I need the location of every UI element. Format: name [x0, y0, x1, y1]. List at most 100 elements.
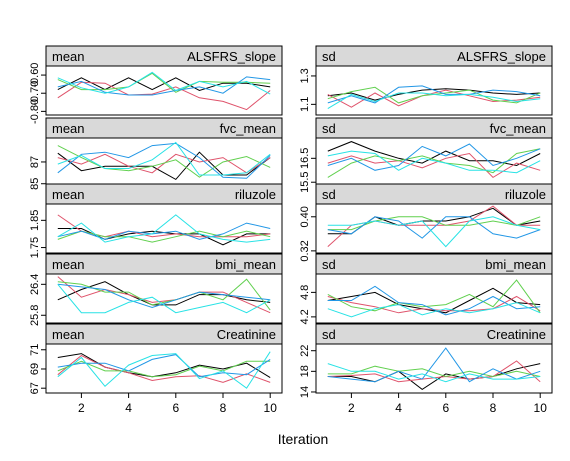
panel-stat-label: mean [52, 49, 85, 64]
series-line-4 [327, 285, 541, 316]
series-line-4 [57, 76, 271, 96]
series-line-3 [57, 360, 271, 378]
y-tick-label: 69 [29, 363, 41, 375]
panel-frame [315, 137, 553, 188]
series-line-2 [57, 81, 271, 111]
series-line-4 [327, 143, 541, 171]
panel-stat-label: sd [322, 257, 336, 272]
series-line-4 [327, 347, 541, 383]
series-line-4 [57, 142, 271, 179]
series-line-3 [327, 148, 541, 178]
x-tick-label: 8 [490, 401, 497, 415]
x-tick-label: 2 [348, 401, 355, 415]
y-tick-label: -0.80 [29, 99, 41, 124]
x-tick-label: 6 [442, 401, 449, 415]
x-tick-label: 10 [534, 401, 548, 415]
panel-variable-label: ALSFRS_slope [187, 49, 276, 64]
panel-frame [45, 137, 283, 188]
series-line-4 [57, 222, 271, 240]
panel-frame [315, 203, 553, 254]
panel-variable-label: bmi_mean [485, 257, 546, 272]
panel-frame [315, 343, 553, 394]
y-tick-label: 22 [299, 345, 311, 357]
series-line-4 [327, 85, 541, 104]
y-tick-label: 15.5 [299, 171, 311, 192]
series-line-2 [327, 89, 541, 108]
panel-frame [315, 273, 553, 324]
y-tick-label: 25.8 [29, 305, 41, 326]
panel-fvc_mean-sd: sd fvc_mean 15.5 16.5 [299, 117, 553, 193]
y-tick-label: 71 [29, 344, 41, 356]
x-tick-label: 4 [125, 401, 132, 415]
panel-variable-label: riluzole [505, 187, 546, 202]
panel-frame [315, 65, 553, 116]
series-line-1 [327, 363, 541, 391]
series-line-5 [57, 141, 271, 176]
series-line-4 [327, 216, 541, 239]
y-tick-label: 67 [29, 382, 41, 394]
panel-bmi_mean-sd: sd bmi_mean 4.2 4.8 [299, 253, 553, 325]
panel-Creatinine-mean: mean Creatinine 67 69 71 2 4 6 8 10 [29, 323, 283, 415]
y-tick-label: 87 [29, 156, 41, 168]
series-line-5 [327, 92, 541, 110]
y-tick-label: 1.1 [299, 97, 311, 112]
panel-stat-label: sd [322, 121, 336, 136]
panel-stat-label: mean [52, 257, 85, 272]
y-tick-label: 4.2 [299, 309, 311, 324]
panel-grid: mean ALSFRS_slope -0.80-0.70-0.60 sd ALSFRS_… [29, 45, 553, 415]
panel-variable-label: bmi_mean [215, 257, 276, 272]
panel-frame [45, 203, 283, 254]
y-tick-label: 0.32 [299, 240, 311, 261]
series-line-2 [57, 354, 271, 383]
panel-fvc_mean-mean: mean fvc_mean 85 87 [29, 117, 283, 190]
x-tick-label: 6 [172, 401, 179, 415]
y-tick-label: -0.60 [29, 63, 41, 88]
x-tick-label: 4 [395, 401, 402, 415]
series-line-3 [57, 145, 271, 178]
y-tick-label: 14 [299, 386, 311, 398]
series-line-5 [327, 363, 541, 383]
x-axis-label: Iteration [278, 431, 329, 447]
panel-frame [45, 343, 283, 394]
series-line-4 [57, 354, 271, 378]
panel-frame [45, 273, 283, 324]
series-line-1 [57, 151, 271, 181]
panel-stat-label: mean [52, 327, 85, 342]
series-line-3 [57, 230, 271, 243]
y-tick-label: -0.70 [29, 81, 41, 106]
series-line-1 [327, 88, 541, 101]
x-tick-label: 2 [78, 401, 85, 415]
series-line-5 [57, 214, 271, 243]
y-tick-label: 1.85 [29, 210, 41, 231]
y-tick-label: 26.4 [29, 274, 41, 295]
panel-stat-label: sd [322, 187, 336, 202]
series-line-5 [57, 283, 271, 314]
y-tick-label: 16.5 [299, 148, 311, 169]
series-line-5 [327, 150, 541, 174]
panel-variable-label: Creatinine [487, 327, 546, 342]
series-line-5 [327, 302, 541, 318]
panel-variable-label: ALSFRS_slope [457, 49, 546, 64]
x-tick-label: 8 [220, 401, 227, 415]
panel-variable-label: fvc_mean [490, 121, 546, 136]
series-line-1 [57, 77, 271, 92]
panel-stat-label: mean [52, 121, 85, 136]
panel-variable-label: Creatinine [217, 327, 276, 342]
panel-stat-label: sd [322, 49, 336, 64]
panel-ALSFRS_slope-mean: mean ALSFRS_slope -0.80-0.70-0.60 [29, 45, 283, 124]
series-line-5 [57, 71, 271, 95]
y-tick-label: 18 [299, 365, 311, 377]
panel-frame [45, 65, 283, 116]
series-line-1 [327, 287, 541, 314]
series-line-1 [327, 141, 541, 167]
y-tick-label: 85 [29, 178, 41, 190]
panel-ALSFRS_slope-sd: sd ALSFRS_slope 1.1 1.3 [299, 45, 553, 116]
series-line-2 [57, 276, 271, 314]
series-line-3 [57, 72, 271, 93]
panel-variable-label: riluzole [235, 187, 276, 202]
panel-variable-label: fvc_mean [220, 121, 276, 136]
y-tick-label: 4.8 [299, 285, 311, 300]
panel-riluzole-mean: mean riluzole 1.75 1.85 [29, 183, 283, 258]
